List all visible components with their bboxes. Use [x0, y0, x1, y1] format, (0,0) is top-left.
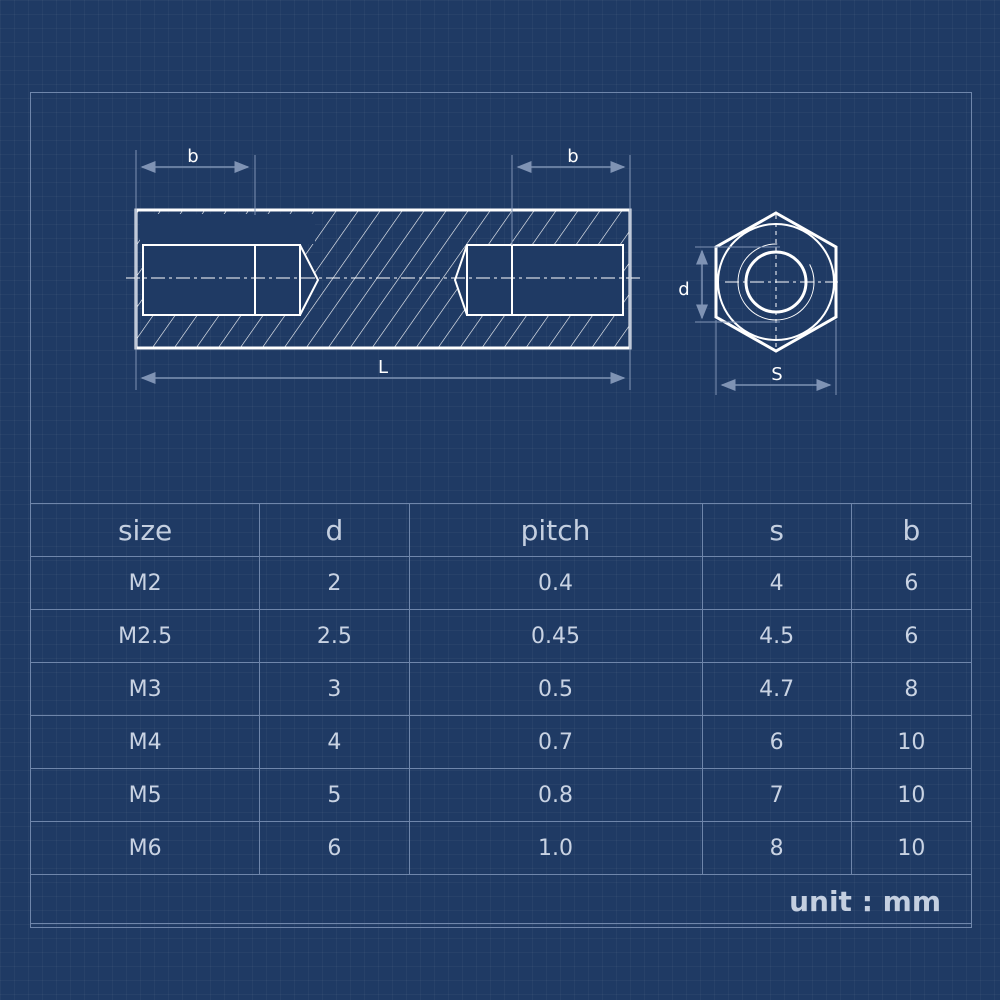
table-header-row: size d pitch s b [29, 503, 973, 557]
table-row: M4 4 0.7 6 10 [29, 715, 973, 769]
dim-label-length: L [378, 357, 388, 378]
header-b: b [850, 503, 973, 557]
cell: M3 [29, 662, 261, 716]
header-d: d [259, 503, 410, 557]
cell: 6 [850, 609, 973, 663]
cell: 4.5 [701, 609, 852, 663]
table-footer-row: unit : mm [30, 874, 972, 928]
size-table: size d pitch s b M2 2 0.4 4 6 M2.5 2.5 0.45 4.5… [29, 503, 973, 928]
cell: 1.0 [408, 821, 703, 875]
cell: 0.45 [408, 609, 703, 663]
cell: 10 [850, 821, 973, 875]
side-view: b b L [126, 146, 640, 390]
cell: 0.5 [408, 662, 703, 716]
cell: 6 [850, 556, 973, 610]
cell: 5 [259, 768, 410, 822]
header-s: s [701, 503, 852, 557]
table-row: M3 3 0.5 4.7 8 [29, 662, 973, 716]
cell: M2 [29, 556, 261, 610]
cell: 4 [259, 715, 410, 769]
cell: 10 [850, 768, 973, 822]
header-size: size [29, 503, 261, 557]
cell: 0.8 [408, 768, 703, 822]
cell: M5 [29, 768, 261, 822]
cell: 0.7 [408, 715, 703, 769]
cell: 6 [701, 715, 852, 769]
table-row: M5 5 0.8 7 10 [29, 768, 973, 822]
dim-label-s: S [771, 364, 782, 385]
cell: 8 [850, 662, 973, 716]
end-view: d S [678, 211, 838, 395]
cell: 6 [259, 821, 410, 875]
table-row: M2 2 0.4 4 6 [29, 556, 973, 610]
cell: 4.7 [701, 662, 852, 716]
dim-label-b-left: b [187, 146, 198, 167]
cell: M2.5 [29, 609, 261, 663]
dim-label-diameter: d [678, 279, 689, 300]
unit-note: unit : mm [30, 874, 972, 928]
cell: 7 [701, 768, 852, 822]
cell: 4 [701, 556, 852, 610]
cell: 0.4 [408, 556, 703, 610]
cell: 2.5 [259, 609, 410, 663]
cell: 10 [850, 715, 973, 769]
cell: M4 [29, 715, 261, 769]
cell: M6 [29, 821, 261, 875]
cell: 3 [259, 662, 410, 716]
dim-label-b-right: b [567, 146, 578, 167]
header-pitch: pitch [408, 503, 703, 557]
standoff-drawing: b b L d S [126, 146, 838, 395]
cell: 2 [259, 556, 410, 610]
table-row: M2.5 2.5 0.45 4.5 6 [29, 609, 973, 663]
table-row: M6 6 1.0 8 10 [29, 821, 973, 875]
cell: 8 [701, 821, 852, 875]
